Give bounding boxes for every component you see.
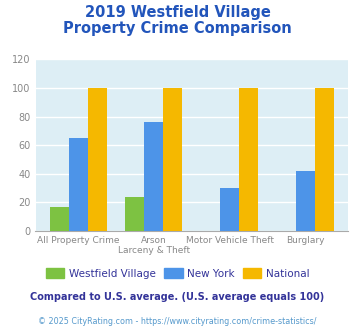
Text: 2019 Westfield Village: 2019 Westfield Village <box>84 5 271 20</box>
Bar <box>50 207 69 231</box>
Bar <box>296 171 315 231</box>
Bar <box>88 88 106 231</box>
Bar <box>315 88 334 231</box>
Text: Compared to U.S. average. (U.S. average equals 100): Compared to U.S. average. (U.S. average … <box>31 292 324 302</box>
Bar <box>144 122 163 231</box>
Text: Property Crime Comparison: Property Crime Comparison <box>63 21 292 36</box>
Bar <box>125 197 144 231</box>
Bar <box>163 88 182 231</box>
Legend: Westfield Village, New York, National: Westfield Village, New York, National <box>42 264 313 283</box>
Bar <box>220 188 239 231</box>
Bar <box>69 138 88 231</box>
Text: © 2025 CityRating.com - https://www.cityrating.com/crime-statistics/: © 2025 CityRating.com - https://www.city… <box>38 317 317 326</box>
Bar <box>239 88 258 231</box>
